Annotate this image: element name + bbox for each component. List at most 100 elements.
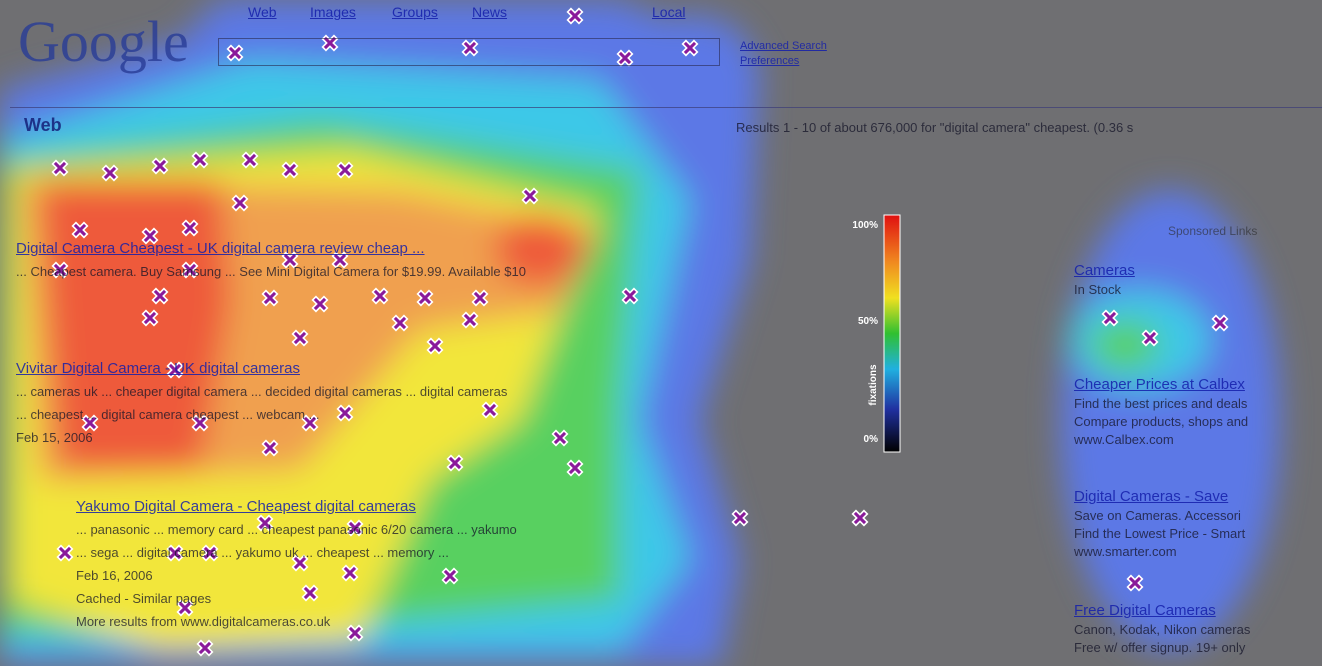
ad-line: In Stock [1074,282,1121,297]
fixation-marker: ✖ [261,436,279,461]
fixation-marker: ✖ [481,398,499,423]
fixation-marker: ✖ [81,411,99,436]
nav-tab[interactable]: Local [652,4,686,20]
fixation-marker: ✖ [521,184,539,209]
fixation-marker: ✖ [336,401,354,426]
fixation-marker: ✖ [1141,326,1159,351]
fixation-marker: ✖ [426,334,444,359]
nav-link[interactable]: Advanced Search [740,40,827,52]
search-box[interactable] [218,38,720,66]
nav-tab[interactable]: Groups [392,4,438,20]
fixation-marker: ✖ [461,308,479,333]
fixation-marker: ✖ [176,596,194,621]
fixation-marker: ✖ [1126,571,1144,596]
fixation-marker: ✖ [336,158,354,183]
result-snippet: ... cameras uk ... cheaper digital camer… [16,384,508,399]
fixation-marker: ✖ [181,216,199,241]
ad-line: Find the Lowest Price - Smart [1074,526,1246,541]
heat-regions [0,0,1280,666]
ad-title[interactable]: Free Digital Cameras [1074,602,1216,619]
legend-color-bar [883,214,901,453]
fixation-marker: ✖ [551,426,569,451]
fixation-marker: ✖ [851,506,869,531]
fixation-marker: ✖ [281,158,299,183]
fixation-marker: ✖ [191,148,209,173]
fixation-marker: ✖ [446,451,464,476]
result-title[interactable]: Digital Camera Cheapest - UK digital cam… [16,240,425,257]
fixation-marker: ✖ [621,284,639,309]
divider [10,107,1322,108]
fixation-marker: ✖ [56,541,74,566]
fixation-marker: ✖ [141,224,159,249]
result-snippet: More results from www.digitalcameras.co.… [76,614,331,629]
fixation-marker: ✖ [226,41,244,66]
ad-line: www.Calbex.com [1074,432,1174,447]
fixation-marker: ✖ [71,218,89,243]
nav-link[interactable]: Preferences [740,55,800,67]
sponsored-label: Sponsored Links [1168,224,1258,238]
fixation-marker: ✖ [681,36,699,61]
fixation-marker: ✖ [371,284,389,309]
fixation-marker: ✖ [51,258,69,283]
fixation-marker: ✖ [566,4,584,29]
fixation-marker: ✖ [151,154,169,179]
fixation-marker: ✖ [311,292,329,317]
logo: Google [18,9,189,74]
fixation-marker: ✖ [261,286,279,311]
result-title[interactable]: Yakumo Digital Camera - Cheapest digital… [76,498,416,515]
results-summary: Results 1 - 10 of about 676,000 for "dig… [736,120,1134,135]
fixation-marker: ✖ [201,541,219,566]
section-label: Web [24,115,62,135]
fixation-marker: ✖ [291,551,309,576]
fixation-marker: ✖ [196,636,214,661]
fixation-marker: ✖ [1211,311,1229,336]
fixation-marker: ✖ [301,581,319,606]
fixation-markers: ✖ ✖ ✖ ✖ ✖ ✖ ✖ ✖ ✖ ✖ ✖ ✖ ✖ ✖ ✖ ✖ ✖ ✖ ✖ ✖ ✖ ✖ ✖ ✖ ✖ ✖ ✖ ✖ ✖ ✖ ✖ ✖ ✖ ✖ ✖ ✖ ✖ ✖ ✖ ✖… [50,3,1229,661]
result-snippet: ... Cheapest camera. Buy Samsung ... See… [16,264,526,279]
fixation-marker: ✖ [471,286,489,311]
ad-line: Free w/ offer signup. 19+ only [1074,640,1246,655]
ad-line: Compare products, shops and [1074,414,1249,429]
result-snippet: ... sega ... digital camera ... yakumo u… [76,545,449,560]
fixation-marker: ✖ [166,358,184,383]
fixation-marker: ✖ [461,36,479,61]
fixation-marker: ✖ [181,258,199,283]
fixation-marker: ✖ [441,564,459,589]
ad-line: Canon, Kodak, Nikon cameras [1074,622,1251,637]
fixation-marker: ✖ [51,156,69,181]
fixation-marker: ✖ [166,541,184,566]
result-title[interactable]: Vivitar Digital Camera - UK digital came… [16,360,300,377]
fixation-marker: ✖ [291,326,309,351]
nav-tab[interactable]: Images [310,4,356,20]
result-snippet: ... cheapest ... digital camera cheapest… [16,407,320,422]
fixation-marker: ✖ [101,161,119,186]
fixation-marker: ✖ [391,311,409,336]
legend-min: 0% [864,434,879,445]
fixation-marker: ✖ [141,306,159,331]
result-snippet: Feb 15, 2006 [16,430,93,445]
fixation-marker: ✖ [151,284,169,309]
fixation-marker: ✖ [301,411,319,436]
fixation-marker: ✖ [341,561,359,586]
ad-line: Find the best prices and deals [1074,396,1248,411]
nav-tab[interactable]: News [472,4,508,20]
fixation-marker: ✖ [256,511,274,536]
fixation-marker: ✖ [616,46,634,71]
fixation-marker: ✖ [191,411,209,436]
fixation-marker: ✖ [281,248,299,273]
legend-mid: 50% [858,316,878,327]
ad-title[interactable]: Cameras [1074,262,1135,279]
ad-line: www.smarter.com [1074,544,1177,559]
fixation-marker: ✖ [321,31,339,56]
ad-title[interactable]: Digital Cameras - Save [1074,488,1229,505]
nav-tab[interactable]: Web [248,4,277,20]
result-snippet: Cached - Similar pages [76,591,212,606]
fixation-marker: ✖ [731,506,749,531]
legend-max: 100% [852,220,878,231]
result-snippet: Feb 16, 2006 [76,568,153,583]
fixation-marker: ✖ [231,191,249,216]
fixation-marker: ✖ [1101,306,1119,331]
ad-title[interactable]: Cheaper Prices at Calbex [1074,376,1245,393]
